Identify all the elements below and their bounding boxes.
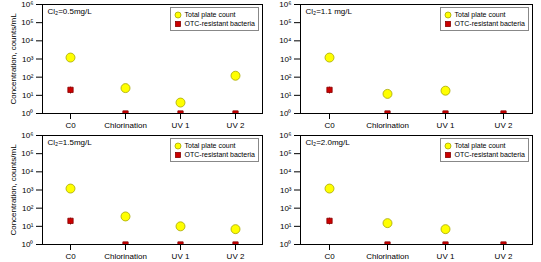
svg-text:10⁵: 10⁵: [279, 149, 291, 158]
svg-text:10⁴: 10⁴: [21, 167, 34, 176]
svg-text:10⁶: 10⁶: [21, 131, 33, 140]
svg-text:10¹: 10¹: [22, 91, 34, 100]
svg-text:C0: C0: [324, 121, 335, 130]
svg-text:10⁵: 10⁵: [21, 149, 33, 158]
svg-text:10⁶: 10⁶: [279, 0, 291, 9]
svg-text:10²: 10²: [280, 204, 292, 213]
svg-text:Cl₂=0.5mg/L: Cl₂=0.5mg/L: [48, 7, 93, 16]
svg-text:UV 2: UV 2: [227, 121, 245, 130]
svg-text:10⁶: 10⁶: [21, 0, 33, 9]
svg-text:Concentration, counts/mL: Concentration, counts/mL: [9, 13, 18, 105]
svg-text:10²: 10²: [280, 73, 292, 82]
svg-text:10³: 10³: [280, 55, 292, 64]
svg-text:10¹: 10¹: [280, 222, 292, 231]
svg-text:10⁰: 10⁰: [280, 240, 292, 249]
html-text:OTC-resistant bacteria: OTC-resistant bacteria: [184, 20, 255, 27]
html-text:Total plate count: Total plate count: [454, 11, 506, 18]
svg-text:10³: 10³: [280, 186, 292, 195]
svg-text:Cl₂=1.1 mg/L: Cl₂=1.1 mg/L: [306, 7, 353, 16]
svg-text:Cl₂=1.5mg/L: Cl₂=1.5mg/L: [48, 138, 93, 147]
svg-text:10²: 10²: [22, 204, 34, 213]
svg-text:10⁴: 10⁴: [279, 167, 292, 176]
svg-text:UV 2: UV 2: [227, 252, 245, 261]
svg-text:10⁵: 10⁵: [279, 18, 291, 27]
svg-text:Cl₂=2.0mg/L: Cl₂=2.0mg/L: [306, 138, 351, 147]
svg-text:10³: 10³: [22, 55, 34, 64]
svg-text:10⁰: 10⁰: [22, 240, 34, 249]
html-text:Total plate count: Total plate count: [184, 142, 236, 149]
svg-text:UV 2: UV 2: [495, 252, 513, 261]
svg-text:Chlorination: Chlorination: [366, 121, 409, 130]
svg-text:10⁴: 10⁴: [21, 36, 34, 45]
svg-text:10¹: 10¹: [280, 91, 292, 100]
svg-text:10²: 10²: [22, 73, 34, 82]
svg-text:UV 1: UV 1: [437, 121, 455, 130]
svg-text:Chlorination: Chlorination: [104, 252, 147, 261]
svg-text:Chlorination: Chlorination: [366, 252, 409, 261]
html-text:OTC-resistant bacteria: OTC-resistant bacteria: [454, 151, 525, 158]
svg-text:10⁶: 10⁶: [279, 131, 291, 140]
svg-text:10³: 10³: [22, 186, 34, 195]
svg-text:UV 1: UV 1: [172, 121, 190, 130]
svg-text:10⁰: 10⁰: [22, 109, 34, 118]
html-text:Total plate count: Total plate count: [454, 142, 506, 149]
svg-text:Chlorination: Chlorination: [104, 121, 147, 130]
svg-text:10⁴: 10⁴: [279, 36, 292, 45]
svg-text:C0: C0: [65, 121, 76, 130]
svg-text:UV 1: UV 1: [437, 252, 455, 261]
svg-text:10¹: 10¹: [22, 222, 34, 231]
svg-text:UV 1: UV 1: [172, 252, 190, 261]
svg-text:10⁰: 10⁰: [280, 109, 292, 118]
svg-text:10⁵: 10⁵: [21, 18, 33, 27]
svg-text:UV 2: UV 2: [495, 121, 513, 130]
html-text:OTC-resistant bacteria: OTC-resistant bacteria: [184, 151, 255, 158]
html-text:Total plate count: Total plate count: [184, 11, 236, 18]
svg-text:Concentration, counts/mL: Concentration, counts/mL: [9, 144, 18, 236]
svg-text:C0: C0: [65, 252, 76, 261]
html-text:OTC-resistant bacteria: OTC-resistant bacteria: [454, 20, 525, 27]
svg-text:C0: C0: [324, 252, 335, 261]
